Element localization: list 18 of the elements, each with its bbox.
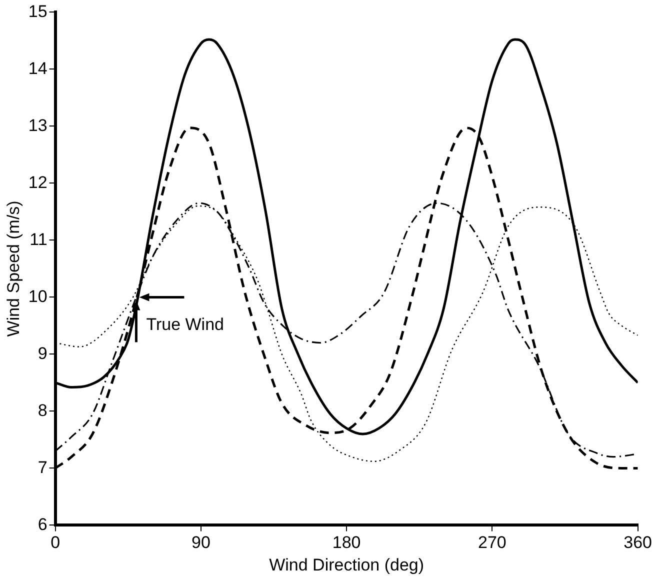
x-tick-label: 270 bbox=[478, 533, 506, 552]
y-tick-label: 13 bbox=[28, 116, 48, 135]
y-tick-label: 9 bbox=[38, 344, 48, 363]
y-axis-title: Wind Speed (m/s) bbox=[4, 200, 23, 337]
x-tick-label: 180 bbox=[332, 533, 361, 552]
y-tick-label: 10 bbox=[28, 286, 48, 306]
annotation: True Wind bbox=[146, 314, 224, 334]
y-tick-label: 8 bbox=[38, 400, 48, 420]
x-axis-title: Wind Direction (deg) bbox=[269, 555, 424, 574]
y-tick-label: 14 bbox=[28, 58, 48, 78]
y-tick-label: 15 bbox=[28, 2, 48, 21]
y-tick-label: 11 bbox=[30, 230, 48, 249]
x-tick-label: 360 bbox=[624, 533, 652, 552]
x-tick-label: 90 bbox=[191, 533, 210, 552]
y-tick-label: 7 bbox=[38, 458, 48, 477]
y-tick-label: 12 bbox=[28, 172, 48, 192]
x-tick-label: 0 bbox=[50, 533, 60, 552]
y-tick-label: 6 bbox=[38, 514, 48, 534]
